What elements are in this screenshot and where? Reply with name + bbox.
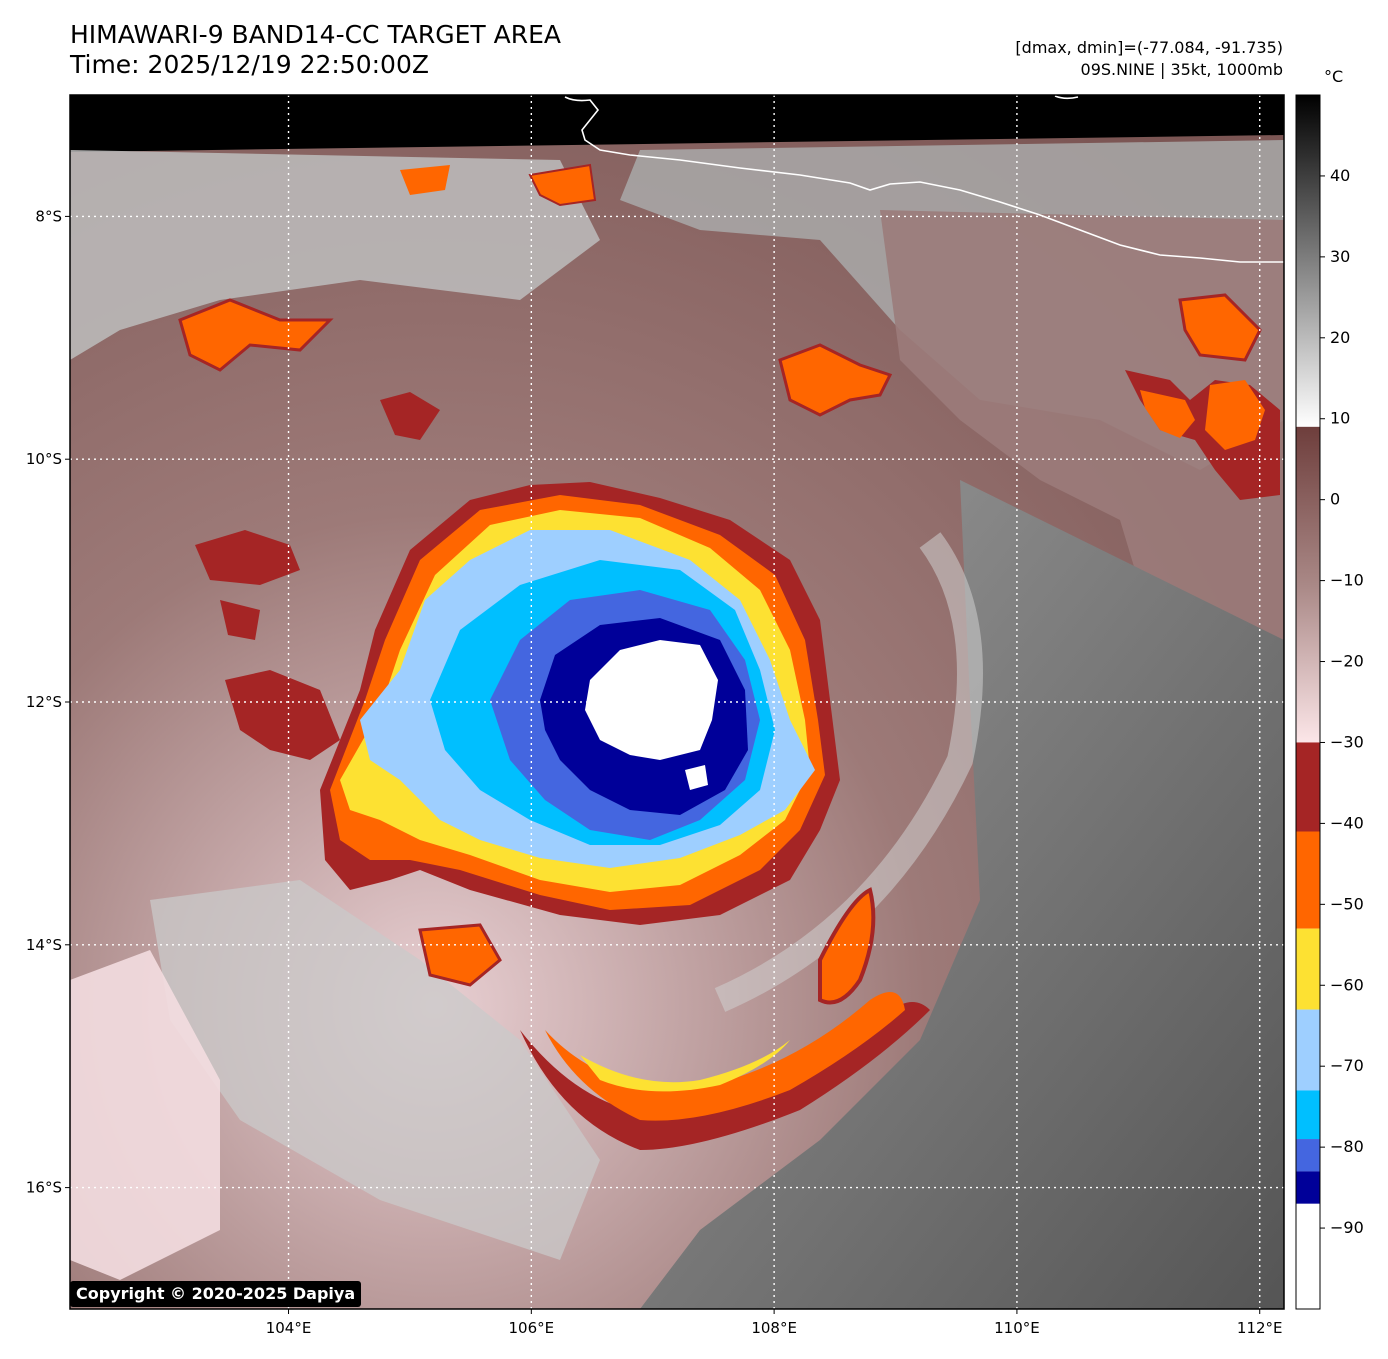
data-range-text: [dmax, dmin]=(-77.084, -91.735) [1015,38,1283,57]
lon-tick-label-104e: 104°E [266,1319,312,1337]
title-product: HIMAWARI-9 BAND14-CC TARGET AREA [70,20,562,49]
gray-cloud-southwest [150,880,600,1260]
colorbar-segment-5 [1296,1009,1320,1091]
colorbar-tick-label: −50 [1330,894,1364,913]
colorbar-unit: °C [1324,67,1344,86]
lon-tick-label-108e: 108°E [751,1319,797,1337]
lat-tick-label-16s: 16°S [26,1179,62,1197]
colorbar-tick-label: 0 [1330,490,1340,509]
convective-cells [178,163,1280,987]
title-time: Time: 2025/12/19 22:50:00Z [70,50,429,79]
spiral-rainband-south [520,887,930,1150]
no-data-strip [70,95,1284,152]
lon-tick-label-112e: 112°E [1237,1319,1283,1337]
colorbar-tick-label: 30 [1330,247,1350,266]
central-dense-overcast [320,482,840,925]
colorbar-tick-label: −20 [1330,652,1364,671]
storm-info-text: 09S.NINE | 35kt, 1000mb [1080,60,1283,79]
latitude-axis: 8°S 10°S 12°S 14°S 16°S [26,207,70,1197]
graticule [70,95,1284,1309]
lat-tick-label-12s: 12°S [26,693,62,711]
colorbar-frame [1295,94,1321,1310]
colorbar-segment-0 [1296,95,1320,427]
colorbar-segment-2 [1296,742,1320,832]
colorbar-segment-8 [1296,1171,1320,1204]
lon-tick-label-110e: 110°E [994,1319,1040,1337]
gray-cloud-northwest [70,150,600,360]
colorbar: 40 30 20 10 0 −10 −20 −30 −40 −50 −60 −70 −80 −90 [1295,94,1364,1310]
lat-tick-label-10s: 10°S [26,450,62,468]
satellite-imagery [70,95,1284,1309]
figure-meta: [dmax, dmin]=(-77.084, -91.735) 09S.NINE… [1015,37,1283,81]
colorbar-tick-label: −70 [1330,1056,1364,1075]
colorbar-tick-label: 40 [1330,166,1350,185]
colorbar-tick-label: 10 [1330,409,1350,428]
colorbar-tick-label: −30 [1330,732,1364,751]
colorbar-segment-3 [1296,831,1320,929]
colorbar-tick-label: −90 [1330,1218,1364,1237]
colorbar-tick-label: 20 [1330,328,1350,347]
lat-tick-label-8s: 8°S [35,207,62,225]
copyright-badge: Copyright © 2020-2025 Dapiya [70,1281,362,1307]
colorbar-tick-label: −80 [1330,1137,1364,1156]
colorbar-tick-label: −40 [1330,813,1364,832]
light-cloud-west [70,950,220,1280]
colorbar-segment-6 [1296,1090,1320,1140]
lat-tick-label-14s: 14°S [26,936,62,954]
colorbar-segment-1 [1296,426,1320,743]
gray-cloud-southeast [640,480,1284,1309]
coldest-cloud-tops [585,640,718,760]
coastlines [564,95,1284,263]
colorbar-tick-label: −60 [1330,975,1364,994]
lon-tick-label-106e: 106°E [509,1319,555,1337]
colorbar-tick-label: −10 [1330,571,1364,590]
colorbar-segment-9 [1296,1203,1320,1309]
colorbar-segment-7 [1296,1139,1320,1172]
figure-title: HIMAWARI-9 BAND14-CC TARGET AREA Time: 2… [70,20,561,80]
longitude-axis: 104°E 106°E 108°E 110°E 112°E [266,1309,1283,1337]
gray-band-east [714,532,983,1012]
colorbar-segment-4 [1296,928,1320,1010]
